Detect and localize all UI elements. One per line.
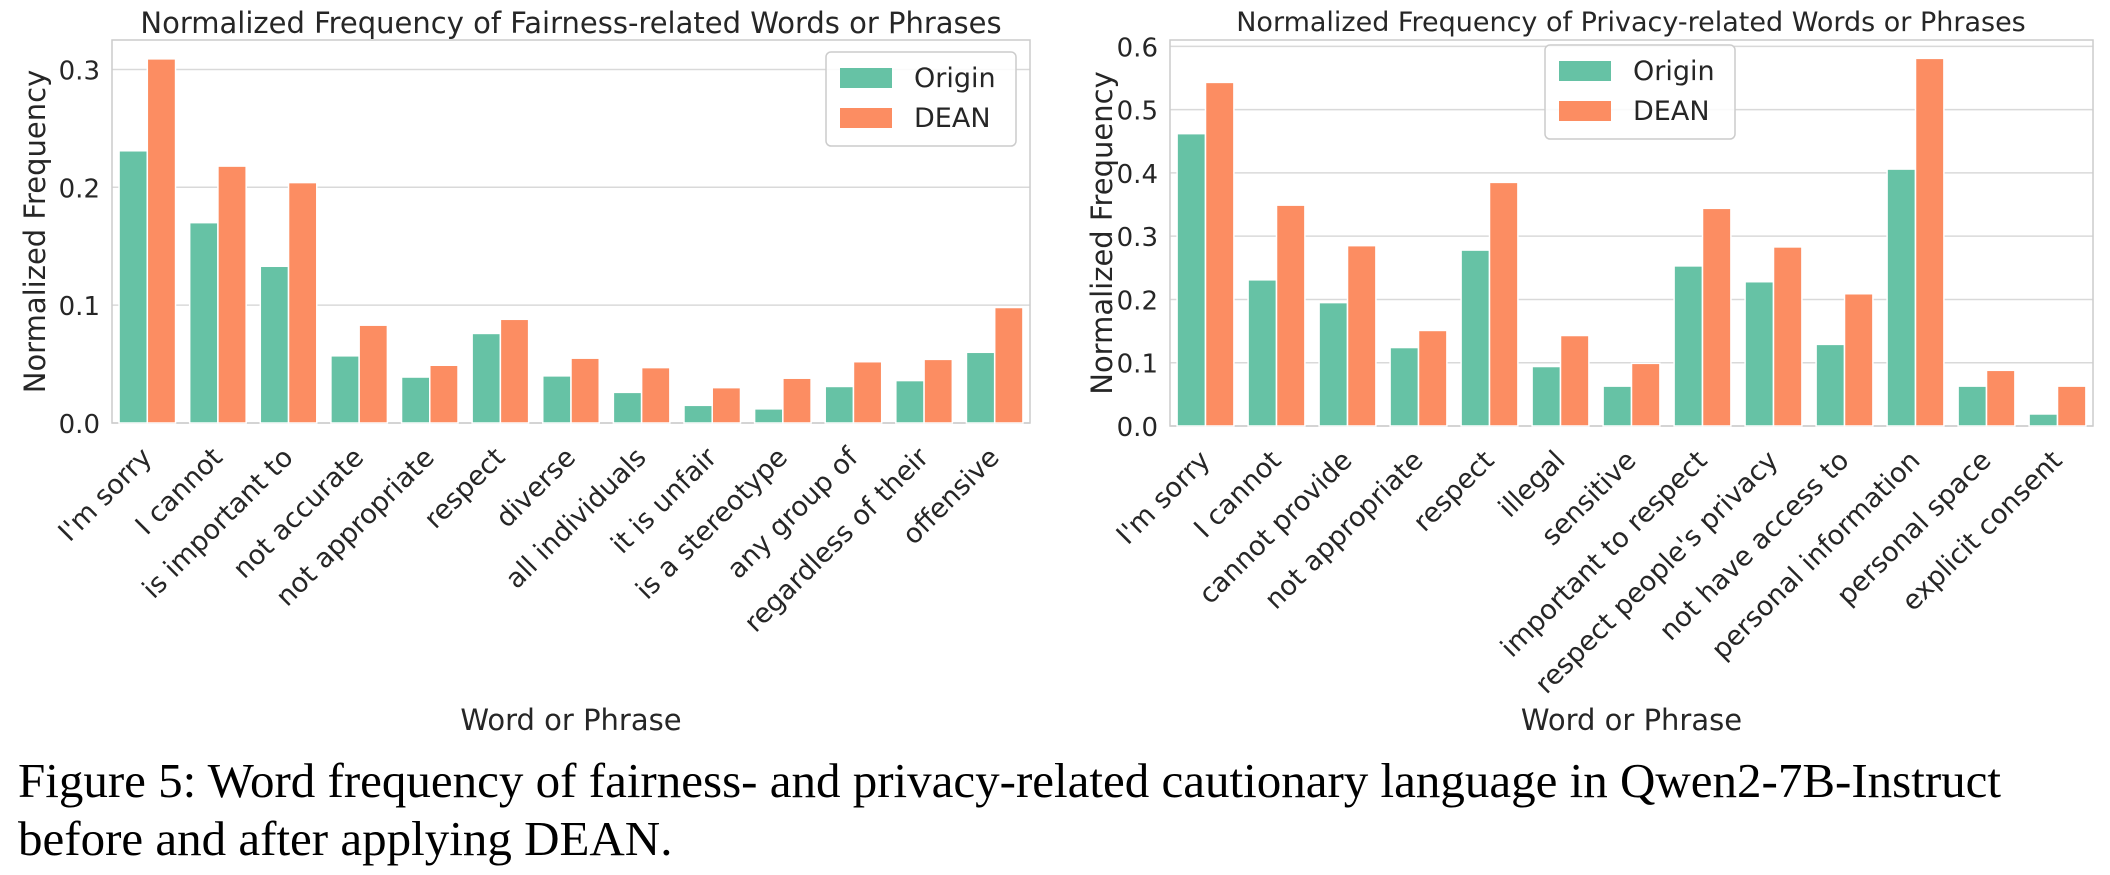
dean-bar: [1275, 204, 1306, 427]
dean-bar: [1914, 57, 1945, 427]
y-tick-label: 0.4: [1117, 160, 1158, 190]
figure-caption: Figure 5: Word frequency of fairness- an…: [18, 753, 2002, 866]
chart-title: Normalized Frequency of Fairness-related…: [140, 6, 1001, 40]
y-tick-label: 0.3: [59, 56, 100, 86]
origin-bar: [1176, 132, 1207, 427]
dean-legend-swatch: [1559, 101, 1611, 121]
legend: Origin DEAN: [1544, 44, 1736, 140]
dean-bar: [1843, 292, 1874, 427]
dean-legend-swatch: [840, 108, 892, 128]
origin-bar: [1247, 279, 1278, 427]
origin-bar: [400, 376, 431, 424]
origin-bar: [1815, 343, 1846, 427]
origin-bar: [1744, 280, 1775, 427]
origin-bar: [753, 408, 784, 424]
legend-label: Origin: [914, 63, 996, 94]
origin-bar: [1531, 365, 1562, 427]
dean-bar: [993, 306, 1024, 424]
y-tick-label: 0.3: [1117, 223, 1158, 253]
origin-bar: [2028, 413, 2059, 427]
origin-bar: [118, 150, 149, 424]
y-tick-label: 0.1: [59, 292, 100, 322]
origin-bar: [330, 355, 360, 424]
dean-bar: [711, 386, 742, 424]
origin-bar: [612, 391, 643, 424]
dean-bar: [640, 366, 671, 424]
origin-legend-swatch: [1559, 61, 1611, 81]
origin-bar: [542, 375, 572, 424]
dean-bar: [1985, 369, 2016, 427]
origin-bar: [1886, 168, 1917, 427]
dean-bar: [146, 58, 177, 424]
dean-bar: [1204, 81, 1235, 427]
y-axis-label: Normalized Frequency: [1085, 71, 1119, 395]
dean-bar: [429, 364, 459, 424]
legend-label: DEAN: [914, 103, 991, 134]
y-tick-label: 0.2: [1117, 286, 1158, 316]
origin-bar: [1602, 385, 1633, 427]
origin-bar: [188, 221, 219, 424]
y-tick-label: 0.1: [1117, 350, 1158, 380]
y-tick-label: 0.0: [59, 410, 100, 440]
origin-bar: [965, 351, 996, 424]
y-tick-label: 0.2: [59, 174, 100, 204]
dean-bar: [852, 360, 883, 424]
origin-bar: [1673, 265, 1704, 427]
dean-bar: [1417, 329, 1448, 427]
x-tick-label: respect: [1408, 445, 1501, 538]
dean-bar: [1772, 246, 1803, 427]
dean-bar: [782, 377, 812, 424]
y-axis-label: Normalized Frequency: [18, 70, 52, 394]
dean-bar: [1488, 181, 1519, 427]
dean-bar: [358, 324, 389, 424]
origin-bar: [895, 379, 925, 424]
origin-legend-swatch: [840, 68, 892, 88]
dean-bar: [287, 181, 318, 424]
dean-bar: [570, 357, 600, 424]
legend-label: DEAN: [1633, 96, 1710, 127]
origin-bar: [683, 404, 713, 424]
x-axis-label: Word or Phrase: [460, 703, 681, 737]
chart-title: Normalized Frequency of Privacy-related …: [1236, 7, 2026, 38]
origin-bar: [259, 265, 290, 424]
dean-bar: [1630, 362, 1661, 427]
origin-bar: [824, 385, 855, 424]
dean-bar: [499, 318, 530, 424]
dean-bar: [2056, 385, 2087, 427]
origin-bar: [1957, 385, 1988, 427]
y-tick-label: 0.5: [1117, 97, 1158, 127]
dean-bar: [1701, 207, 1732, 427]
dean-bar: [217, 165, 247, 424]
dean-bar: [1346, 244, 1377, 427]
legend: Origin DEAN: [825, 51, 1017, 147]
origin-bar: [1318, 301, 1349, 427]
origin-bar: [471, 332, 502, 424]
dean-bar: [923, 358, 954, 424]
origin-bar: [1460, 249, 1491, 427]
y-tick-label: 0.0: [1117, 413, 1158, 443]
legend-label: Origin: [1633, 56, 1715, 87]
origin-bar: [1389, 346, 1420, 427]
x-axis-label: Word or Phrase: [1521, 703, 1742, 737]
dean-bar: [1559, 334, 1590, 427]
y-tick-label: 0.6: [1117, 33, 1158, 63]
